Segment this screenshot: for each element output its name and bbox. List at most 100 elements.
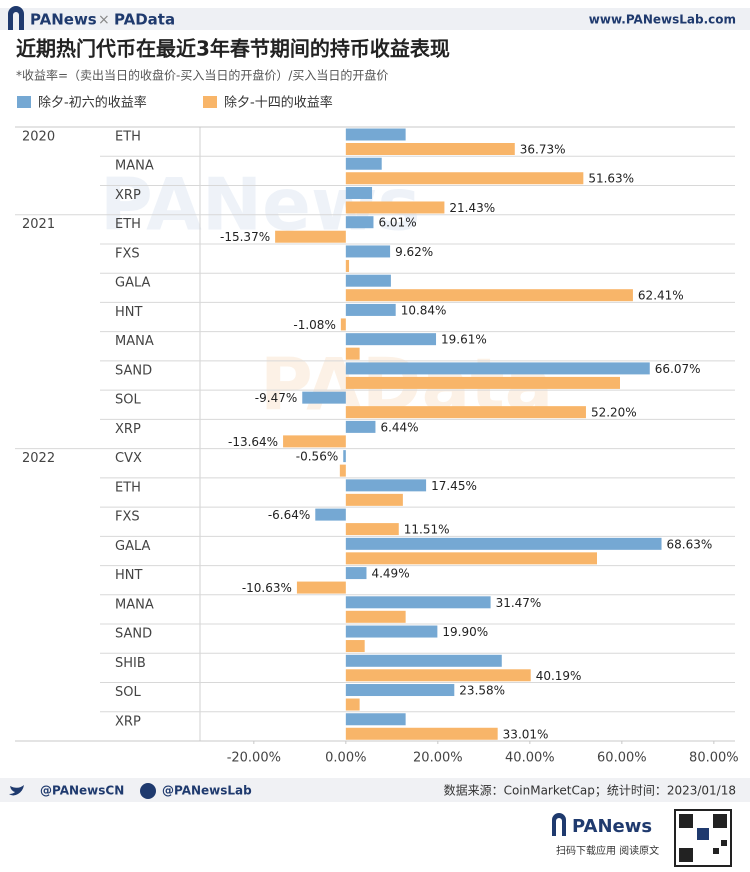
category-label: GALA	[115, 276, 151, 291]
bar	[345, 362, 650, 375]
bar	[345, 376, 620, 389]
value-label: 62.41%	[638, 289, 684, 303]
x-tick-label: 20.00%	[413, 751, 463, 766]
bar	[345, 552, 597, 565]
value-label: -13.64%	[228, 435, 278, 449]
legend-swatch	[203, 96, 217, 108]
category-label: CVX	[115, 451, 142, 466]
footer-facebook: @PANewsLab	[162, 784, 252, 798]
bar	[283, 435, 346, 448]
category-label: SOL	[115, 685, 141, 700]
x-tick-label: -20.00%	[227, 751, 281, 766]
category-label: HNT	[115, 305, 143, 320]
qr-caption: 扫码下载应用 阅读原文	[556, 844, 659, 857]
category-label: GALA	[115, 539, 151, 554]
footer-twitter: @PANewsCN	[40, 784, 124, 798]
value-label: -0.56%	[296, 450, 338, 464]
twitter-icon	[9, 785, 24, 796]
value-label: 68.63%	[667, 537, 713, 551]
footer-source: 数据来源：CoinMarketCap；统计时间：2023/01/18	[444, 783, 736, 798]
value-label: 52.20%	[591, 406, 637, 420]
category-label: ETH	[115, 217, 141, 232]
bar	[345, 186, 373, 199]
value-label: 19.61%	[441, 333, 487, 347]
category-label: FXS	[115, 510, 140, 525]
bar	[315, 508, 346, 521]
value-label: 23.58%	[459, 684, 505, 698]
value-label: 4.49%	[371, 567, 409, 581]
bar	[345, 625, 438, 638]
chart-title: 近期热门代币在最近3年春节期间的持币收益表现	[16, 37, 450, 61]
bar	[345, 567, 367, 580]
bar	[345, 259, 350, 272]
value-label: -6.64%	[268, 508, 310, 522]
bar	[345, 420, 376, 433]
value-label: 31.47%	[496, 596, 542, 610]
header-band	[0, 8, 750, 30]
group-label: 2022	[22, 451, 55, 466]
bar	[345, 157, 382, 170]
bar	[345, 523, 399, 536]
value-label: 66.07%	[655, 362, 701, 376]
value-label: 40.19%	[536, 669, 582, 683]
bar	[345, 172, 584, 185]
category-label: ETH	[115, 130, 141, 145]
category-label: SAND	[115, 363, 152, 378]
value-label: -15.37%	[220, 230, 270, 244]
legend-swatch	[17, 96, 31, 108]
footer-logo-icon	[552, 813, 566, 836]
value-label: 6.01%	[378, 216, 416, 230]
legend-label: 除夕-十四的收益率	[224, 95, 333, 111]
x-tick-label: 80.00%	[689, 751, 739, 766]
bar	[340, 318, 346, 331]
bar	[345, 289, 633, 302]
bar	[345, 610, 406, 623]
bar	[345, 245, 391, 258]
value-label: 9.62%	[395, 245, 433, 259]
bar	[345, 698, 360, 711]
value-label: 51.63%	[588, 172, 634, 186]
footer-band	[0, 778, 750, 802]
value-label: 6.44%	[380, 420, 418, 434]
value-label: 36.73%	[520, 143, 566, 157]
bar	[345, 406, 586, 419]
bar	[345, 493, 403, 506]
bar	[345, 216, 374, 229]
value-label: 17.45%	[431, 479, 477, 493]
category-label: FXS	[115, 246, 140, 261]
category-label: SOL	[115, 393, 141, 408]
bar	[345, 727, 498, 740]
value-label: 33.01%	[503, 727, 549, 741]
value-label: 19.90%	[442, 625, 488, 639]
x-tick-label: 0.00%	[325, 751, 366, 766]
x-tick-label: 40.00%	[505, 751, 555, 766]
bar	[302, 391, 346, 404]
category-label: MANA	[115, 159, 154, 174]
bar	[296, 581, 346, 594]
group-label: 2021	[22, 217, 55, 232]
category-label: XRP	[115, 188, 141, 203]
bar	[345, 201, 445, 214]
chart-subtitle: *收益率=（卖出当日的收盘价-买入当日的开盘价）/买入当日的开盘价	[16, 68, 388, 83]
bar	[339, 464, 346, 477]
bar	[345, 596, 491, 609]
bar	[345, 347, 360, 360]
footer-brand: PANews	[572, 816, 652, 837]
category-label: MANA	[115, 334, 154, 349]
category-label: SHIB	[115, 656, 146, 671]
value-label: -9.47%	[255, 391, 297, 405]
qr-code	[674, 809, 732, 867]
value-label: 21.43%	[449, 201, 495, 215]
legend-label: 除夕-初六的收益率	[38, 95, 147, 111]
brand-right: PAData	[114, 11, 175, 29]
logo-icon	[8, 6, 24, 30]
value-label: 10.84%	[401, 303, 447, 317]
bar	[345, 128, 406, 141]
category-label: SAND	[115, 627, 152, 642]
bar	[345, 537, 662, 550]
value-label: 11.51%	[404, 523, 450, 537]
category-label: XRP	[115, 714, 141, 729]
facebook-icon	[140, 783, 156, 799]
bar	[345, 274, 391, 287]
category-label: ETH	[115, 480, 141, 495]
